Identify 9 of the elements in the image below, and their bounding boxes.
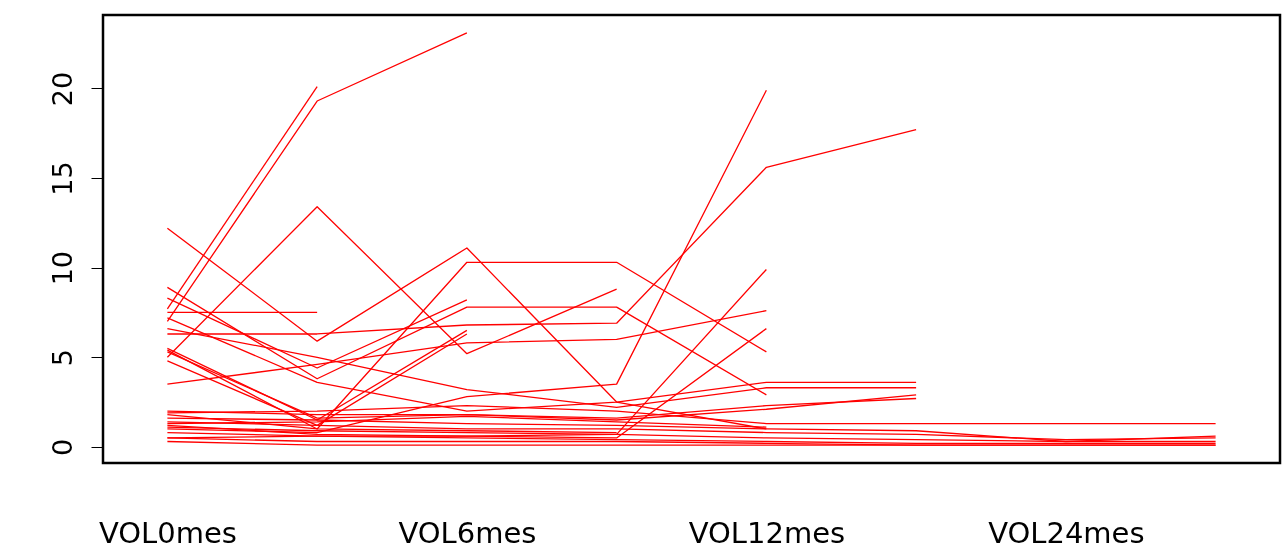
y-tick-label: 20 — [46, 71, 78, 107]
x-tick-label: VOL0mes — [98, 515, 237, 550]
x-tick-label: VOL12mes — [688, 515, 846, 550]
y-tick-label: 0 — [46, 438, 78, 456]
y-tick-label: 10 — [46, 250, 78, 286]
x-tick-label: VOL24mes — [988, 515, 1145, 550]
y-tick-label: 5 — [46, 349, 78, 367]
x-tick-label: VOL6mes — [398, 515, 537, 550]
y-tick-label: 15 — [46, 161, 78, 196]
